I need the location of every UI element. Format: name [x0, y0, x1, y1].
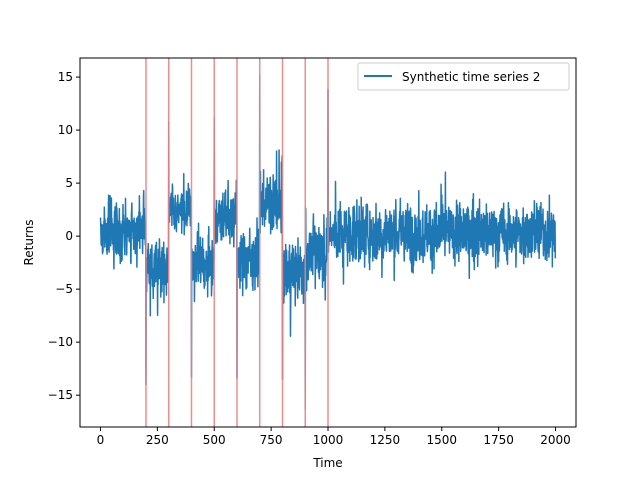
- y-tick-label: 10: [58, 123, 73, 137]
- y-tick-label: 15: [58, 70, 73, 84]
- legend-box: [357, 62, 570, 91]
- y-tick-label: 5: [65, 176, 73, 190]
- change-point-lines: [145, 58, 329, 427]
- y-tick-label: 0: [65, 229, 73, 243]
- x-tick-label: 750: [260, 433, 283, 447]
- y-tick-label: −5: [55, 282, 73, 296]
- x-tick-label: 2000: [540, 433, 571, 447]
- x-axis-ticks: 0 250 500 750 1000 1250 1500 1750 2000: [97, 427, 571, 447]
- x-tick-label: 1750: [483, 433, 514, 447]
- y-tick-label: −10: [48, 335, 73, 349]
- legend: Synthetic time series 2: [357, 62, 570, 91]
- x-tick-label: 1000: [313, 433, 344, 447]
- x-tick-label: 250: [146, 433, 169, 447]
- x-tick-label: 0: [97, 433, 105, 447]
- x-axis-label: Time: [312, 456, 342, 470]
- x-tick-label: 500: [203, 433, 226, 447]
- y-tick-label: −15: [48, 388, 73, 402]
- y-axis-ticks: −15 −10 −5 0 5 10 15: [48, 70, 80, 402]
- legend-entry-label: Synthetic time series 2: [402, 70, 540, 84]
- x-tick-label: 1250: [370, 433, 401, 447]
- y-axis-label: Returns: [22, 219, 36, 265]
- x-tick-label: 1500: [426, 433, 457, 447]
